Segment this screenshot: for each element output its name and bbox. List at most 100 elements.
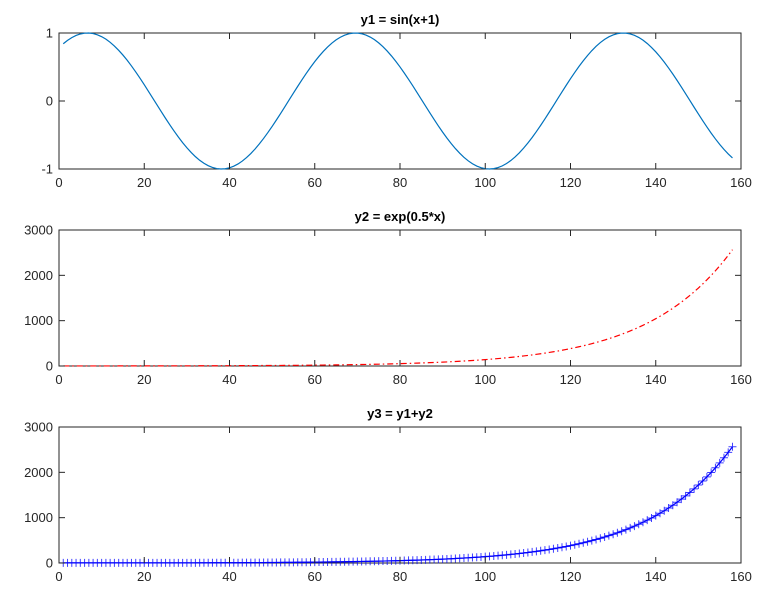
x-tick-label: 40 — [222, 175, 236, 190]
axes-box — [58, 32, 742, 170]
x-tick-label: 120 — [560, 569, 582, 584]
data-point-marker — [630, 522, 639, 531]
data-point-marker — [621, 525, 630, 534]
chart-title: y1 = sin(x+1) — [361, 12, 440, 27]
data-point-marker — [626, 523, 635, 532]
data-point-marker — [664, 504, 673, 513]
data-point-marker — [685, 488, 694, 497]
data-point-marker — [562, 542, 571, 551]
data-point-marker — [677, 495, 686, 504]
x-tick-label: 100 — [474, 569, 496, 584]
data-point-marker — [681, 491, 690, 500]
x-tick-label: 160 — [730, 372, 752, 387]
x-tick-label: 0 — [55, 569, 62, 584]
x-tick-label: 140 — [645, 175, 667, 190]
data-point-marker — [698, 477, 707, 486]
x-tick-label: 20 — [137, 372, 151, 387]
x-tick-label: 0 — [55, 372, 62, 387]
x-tick-label: 20 — [137, 569, 151, 584]
data-point-marker — [690, 484, 699, 493]
data-point-marker — [656, 509, 665, 518]
x-tick-label: 80 — [393, 569, 407, 584]
y-tick-label: 1000 — [24, 510, 53, 525]
x-tick-label: 60 — [308, 175, 322, 190]
x-tick-label: 40 — [222, 569, 236, 584]
y-tick-label: 2000 — [24, 268, 53, 283]
data-point-marker — [553, 544, 562, 553]
data-point-marker — [575, 539, 584, 548]
series-line — [63, 249, 733, 367]
data-point-marker — [592, 535, 601, 544]
data-point-marker — [557, 543, 566, 552]
data-point-marker — [617, 527, 626, 536]
data-point-marker — [609, 530, 618, 539]
x-tick-label: 60 — [308, 372, 322, 387]
data-point-marker — [600, 533, 609, 542]
data-point-marker — [711, 463, 720, 472]
x-tick-label: 60 — [308, 569, 322, 584]
y-tick-label: 0 — [46, 94, 53, 109]
series-line — [62, 32, 733, 170]
data-point-marker — [536, 546, 545, 555]
y-tick-label: 3000 — [24, 420, 53, 435]
data-point-marker — [702, 472, 711, 481]
y-tick-label: 0 — [46, 556, 53, 571]
x-tick-label: 160 — [730, 175, 752, 190]
data-point-marker — [638, 518, 647, 527]
y-tick-label: 1000 — [24, 313, 53, 328]
data-point-marker — [540, 546, 549, 555]
data-point-marker — [579, 538, 588, 547]
data-point-marker — [707, 468, 716, 477]
data-point-marker — [728, 442, 737, 451]
x-tick-label: 140 — [645, 569, 667, 584]
axes-box — [58, 229, 742, 367]
data-point-marker — [545, 545, 554, 554]
data-point-marker — [647, 513, 656, 522]
data-point-marker — [528, 547, 537, 556]
y-tick-label: 1 — [46, 26, 53, 41]
data-point-marker — [660, 506, 669, 515]
x-tick-label: 140 — [645, 372, 667, 387]
data-point-marker — [673, 498, 682, 507]
y-tick-label: 3000 — [24, 223, 53, 238]
x-tick-label: 120 — [560, 372, 582, 387]
x-tick-label: 100 — [474, 372, 496, 387]
data-point-marker — [634, 520, 643, 529]
subplot-2: 0 20 40 60 80 100 120 140 160 0 1000 2000 3000 y2 = e… — [24, 209, 752, 387]
data-point-marker — [651, 511, 660, 520]
data-point-marker — [587, 536, 596, 545]
subplot-3: 0 20 40 60 80 100 120 140 160 0 1000 2000 3000 y3 = y… — [24, 406, 752, 584]
data-point-marker — [583, 537, 592, 546]
axes-box — [58, 426, 742, 564]
data-point-marker — [570, 540, 579, 549]
x-tick-label: 160 — [730, 569, 752, 584]
y-tick-label: -1 — [41, 162, 53, 177]
data-point-marker — [724, 448, 733, 457]
x-tick-label: 20 — [137, 175, 151, 190]
data-point-marker — [668, 501, 677, 510]
y-tick-label: 0 — [46, 359, 53, 374]
x-tick-label: 100 — [474, 175, 496, 190]
y-tick-label: 2000 — [24, 465, 53, 480]
data-point-marker — [566, 541, 575, 550]
data-point-marker — [719, 453, 728, 462]
data-point-marker — [596, 534, 605, 543]
chart-title: y2 = exp(0.5*x) — [355, 209, 446, 224]
series-markers — [59, 442, 737, 567]
x-tick-label: 40 — [222, 372, 236, 387]
data-point-marker — [613, 528, 622, 537]
x-tick-label: 80 — [393, 175, 407, 190]
data-point-marker — [532, 547, 541, 556]
x-tick-label: 80 — [393, 372, 407, 387]
data-point-marker — [643, 516, 652, 525]
chart-title: y3 = y1+y2 — [367, 406, 433, 421]
data-point-marker — [604, 531, 613, 540]
data-point-marker — [715, 458, 724, 467]
data-point-marker — [694, 481, 703, 490]
data-point-marker — [523, 548, 532, 557]
x-tick-label: 0 — [55, 175, 62, 190]
data-point-marker — [519, 548, 528, 557]
data-point-marker — [549, 544, 558, 553]
